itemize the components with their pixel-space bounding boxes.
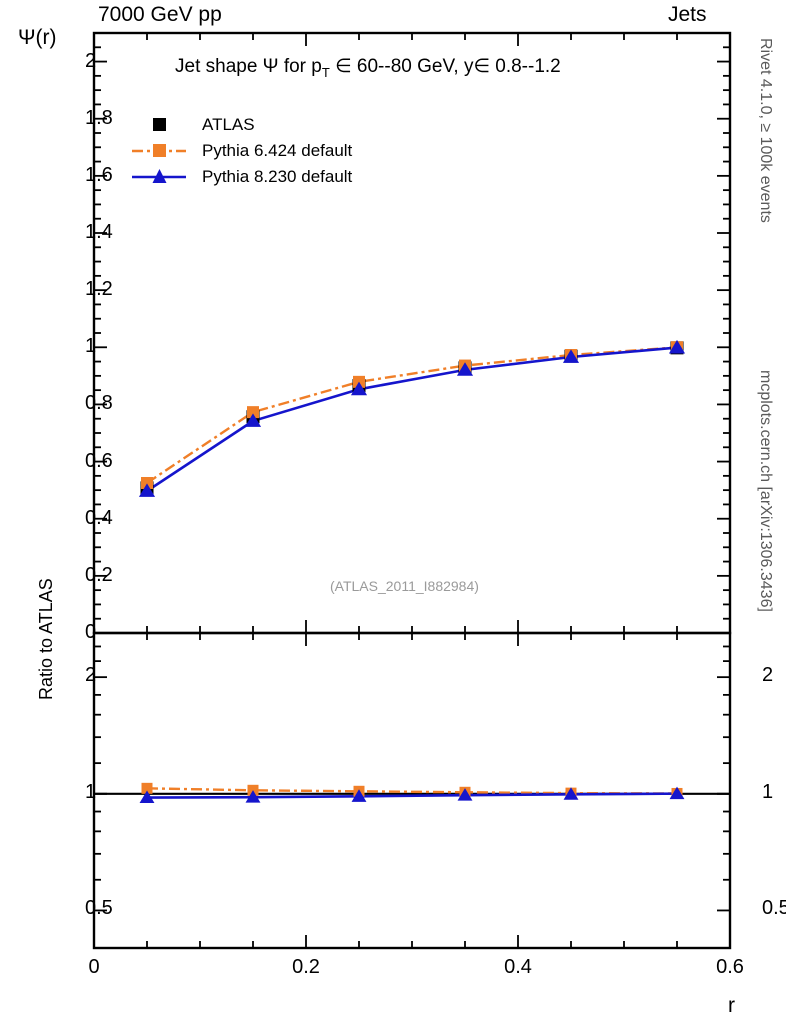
marker-triangle	[668, 339, 686, 354]
legend-key-3	[132, 169, 186, 183]
header-left: 7000 GeV pp	[98, 3, 222, 26]
legend-item: Pythia 8.230 default	[128, 164, 352, 190]
x-axis-label: r	[728, 994, 735, 1017]
y-axis-label: Ψ(r)	[18, 26, 57, 49]
marker-triangle	[351, 789, 367, 802]
legend-key-1	[153, 118, 166, 131]
marker-triangle	[244, 413, 262, 427]
marker-square	[141, 477, 153, 489]
marker-triangle	[245, 790, 261, 803]
marker-triangle	[139, 790, 155, 804]
legend-label: ATLAS	[202, 115, 255, 134]
marker-triangle	[350, 381, 368, 396]
plot-title-subscript: T	[321, 64, 330, 80]
legend-item: ATLAS	[128, 112, 352, 138]
x-tick-label: 0.6	[716, 956, 744, 978]
legend: ATLAS Pythia 6.424 default Pythia 8.230 de…	[128, 112, 352, 190]
plot-title-rest: ∈ 60--80 GeV, y∈ 0.8--1.2	[329, 56, 561, 77]
plot-title-main: Jet shape Ψ for p	[175, 56, 322, 77]
marker-triangle	[457, 788, 473, 801]
x-tick-label: 0	[88, 956, 100, 978]
header-right: Jets	[668, 3, 707, 26]
watermark: (ATLAS_2011_I882984)	[330, 578, 479, 594]
marker-triangle	[563, 787, 579, 800]
marker-square	[141, 782, 153, 794]
marker-triangle	[456, 362, 474, 376]
marker-triangle	[138, 483, 156, 497]
x-tick-label: 0.4	[504, 956, 532, 978]
x-tick-label: 0.2	[292, 956, 320, 978]
marker-triangle	[562, 349, 580, 363]
marker-triangle	[669, 786, 685, 800]
marker-square	[247, 406, 259, 419]
legend-key-2	[132, 144, 186, 157]
legend-label: Pythia 8.230 default	[202, 167, 353, 186]
plot-title: Jet shape Ψ for pT ∈ 60--80 GeV, y∈ 0.8-…	[175, 55, 561, 80]
legend-item: Pythia 6.424 default	[128, 138, 352, 164]
legend-label: Pythia 6.424 default	[202, 141, 353, 160]
